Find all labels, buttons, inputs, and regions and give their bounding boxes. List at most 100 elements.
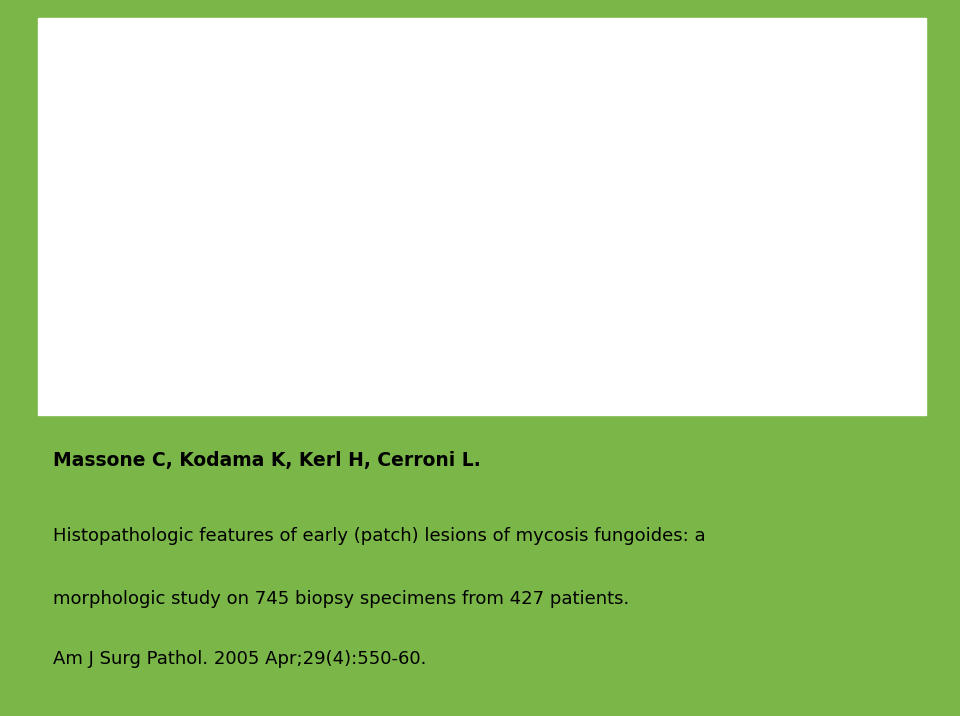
Text: †This value refers to the cases presenting with intraepidermal lymphocytes large: †This value refers to the cases presenti… — [47, 371, 670, 379]
Text: Santucci: Santucci — [271, 64, 312, 74]
Text: Early (Patch) Lesions of Mycosis Fungoides: Early (Patch) Lesions of Mycosis Fungoid… — [725, 28, 918, 37]
Text: 95.8: 95.8 — [619, 321, 639, 331]
Text: 9: 9 — [844, 233, 850, 242]
Text: 100: 100 — [283, 252, 300, 261]
Text: ne: ne — [516, 252, 528, 261]
Text: ne: ne — [730, 252, 741, 261]
Text: 67: 67 — [516, 276, 528, 284]
Text: ne: ne — [730, 299, 741, 307]
Text: 61: 61 — [516, 321, 528, 331]
Text: 40: 40 — [841, 299, 852, 307]
Text: 87.5: 87.5 — [619, 299, 639, 307]
Text: Naraghi: Naraghi — [611, 64, 648, 74]
Text: ne: ne — [730, 233, 741, 242]
Text: ne: ne — [401, 252, 413, 261]
Text: 64: 64 — [516, 91, 528, 100]
Text: ne: ne — [730, 183, 741, 192]
Text: 41.7: 41.7 — [619, 233, 639, 242]
Text: ne: ne — [286, 299, 297, 307]
Text: 24: 24 — [623, 91, 635, 100]
Text: Present: Present — [828, 64, 865, 74]
Text: ne: ne — [516, 114, 528, 123]
Text: 228: 228 — [727, 91, 744, 100]
Text: ne: ne — [286, 160, 297, 169]
Text: ne: ne — [730, 137, 741, 146]
Text: *“Tiny collections” of up to 4 cells in 42%.: *“Tiny collections” of up to 4 cells in … — [47, 359, 208, 369]
Text: ne: ne — [401, 160, 413, 169]
Text: ne: ne — [623, 114, 635, 123]
Text: in the Literature: in the Literature — [47, 51, 140, 60]
Text: et al⁴⁹: et al⁴⁹ — [509, 74, 536, 84]
Text: ne: ne — [286, 276, 297, 284]
Text: TABLE 3. Comparison of Histopathologic Criteria for the Diagnosis of Early Lesio: TABLE 3. Comparison of Histopathologic C… — [47, 42, 721, 52]
Text: 17: 17 — [401, 206, 413, 216]
Text: ne: ne — [730, 114, 741, 123]
Text: 4*: 4* — [286, 206, 297, 216]
Text: 9†: 9† — [841, 252, 852, 261]
Text: ne: ne — [401, 114, 413, 123]
Text: No. of biopsies: No. of biopsies — [47, 91, 114, 100]
Text: 23: 23 — [841, 137, 852, 146]
Text: 58: 58 — [516, 160, 528, 169]
Text: ne: ne — [516, 183, 528, 192]
Text: 33: 33 — [286, 183, 298, 192]
Text: Epidermotropism of single lymphocyte (%): Epidermotropism of single lymphocyte (%) — [47, 114, 241, 123]
Text: et al⁴⁶: et al⁴⁶ — [277, 74, 305, 84]
Text: 46: 46 — [286, 137, 298, 146]
Text: morphologic study on 745 biopsy specimens from 427 patients.: morphologic study on 745 biopsy specimen… — [53, 590, 629, 608]
Text: 17: 17 — [841, 160, 852, 169]
Text: ne: ne — [401, 233, 413, 242]
Text: 60: 60 — [401, 321, 413, 331]
Text: “Haloed” lymphocytes (%): “Haloed” lymphocytes (%) — [47, 299, 167, 307]
Text: Massone C, Kodama K, Kerl H, Cerroni L.: Massone C, Kodama K, Kerl H, Cerroni L. — [53, 451, 481, 470]
Text: Smoller: Smoller — [504, 64, 540, 74]
Text: 8: 8 — [626, 183, 632, 192]
Text: ne: ne — [401, 276, 413, 284]
Text: ne: ne — [401, 183, 413, 192]
Text: 59: 59 — [516, 299, 528, 307]
Text: Convoluted lymphocytes (%): Convoluted lymphocytes (%) — [47, 276, 179, 284]
Text: Intraepidermal lymphocytes larger than: Intraepidermal lymphocytes larger than — [47, 229, 228, 238]
Text: 29: 29 — [730, 206, 741, 216]
Text: et al³⁶: et al³⁶ — [615, 74, 642, 84]
Text: 3: 3 — [844, 183, 850, 192]
Text: 33: 33 — [286, 321, 298, 331]
Text: Shapiro and: Shapiro and — [378, 64, 436, 74]
Text: 20: 20 — [516, 233, 528, 242]
Text: ne: ne — [730, 276, 741, 284]
Text: 37: 37 — [516, 206, 528, 216]
Text: ne: ne — [286, 233, 297, 242]
Text: ne: ne — [623, 252, 635, 261]
Text: Am J Surg Pathol. 2005 Apr;29(4):550-60.: Am J Surg Pathol. 2005 Apr;29(4):550-60. — [53, 650, 426, 668]
Text: 186: 186 — [398, 91, 416, 100]
Text: 745: 745 — [838, 91, 855, 100]
Text: Am J Surg Pathol • Volume 29, Number 4, April 2005: Am J Surg Pathol • Volume 29, Number 4, … — [47, 28, 283, 37]
Text: ne: ne — [401, 299, 413, 307]
Text: 7–9 μm convoluted lymphocytes (%): 7–9 μm convoluted lymphocytes (%) — [47, 252, 213, 261]
Text: ne: ne — [841, 276, 852, 284]
Text: Disproportionate exocytosis (%): Disproportionate exocytosis (%) — [47, 160, 192, 169]
Text: 97: 97 — [841, 321, 852, 331]
Text: Basilar lymphocytes (%): Basilar lymphocytes (%) — [47, 137, 157, 146]
Text: Nickoloff³⁷: Nickoloff³⁷ — [711, 64, 760, 74]
Text: 22: 22 — [841, 114, 852, 123]
Text: ne: ne — [623, 276, 635, 284]
Text: Pautrier's microabscesseses (%): Pautrier's microabscesseses (%) — [47, 206, 193, 216]
Text: ne, not evaluated.: ne, not evaluated. — [47, 349, 117, 357]
Text: 37.5: 37.5 — [619, 206, 639, 216]
Text: Pinto⁴⁸: Pinto⁴⁸ — [392, 74, 421, 84]
Text: 49: 49 — [401, 137, 413, 146]
Text: 79: 79 — [623, 137, 635, 146]
Text: those in dermis (%): those in dermis (%) — [63, 240, 152, 248]
Text: Papillary dermal fibrosis (%): Papillary dermal fibrosis (%) — [47, 321, 175, 331]
Text: 75: 75 — [623, 160, 635, 169]
Text: 94: 94 — [730, 321, 741, 331]
Text: 67: 67 — [516, 137, 528, 146]
Text: 19: 19 — [841, 206, 852, 216]
Text: 14: 14 — [286, 114, 298, 123]
Text: ne: ne — [730, 160, 741, 169]
Text: Pagetoid epidermotropism (%): Pagetoid epidermotropism (%) — [47, 183, 185, 192]
Text: Histopathologic features of early (patch) lesions of mycosis fungoides: a: Histopathologic features of early (patch… — [53, 526, 706, 545]
Text: Study: Study — [833, 74, 859, 84]
Text: 24: 24 — [286, 91, 297, 100]
